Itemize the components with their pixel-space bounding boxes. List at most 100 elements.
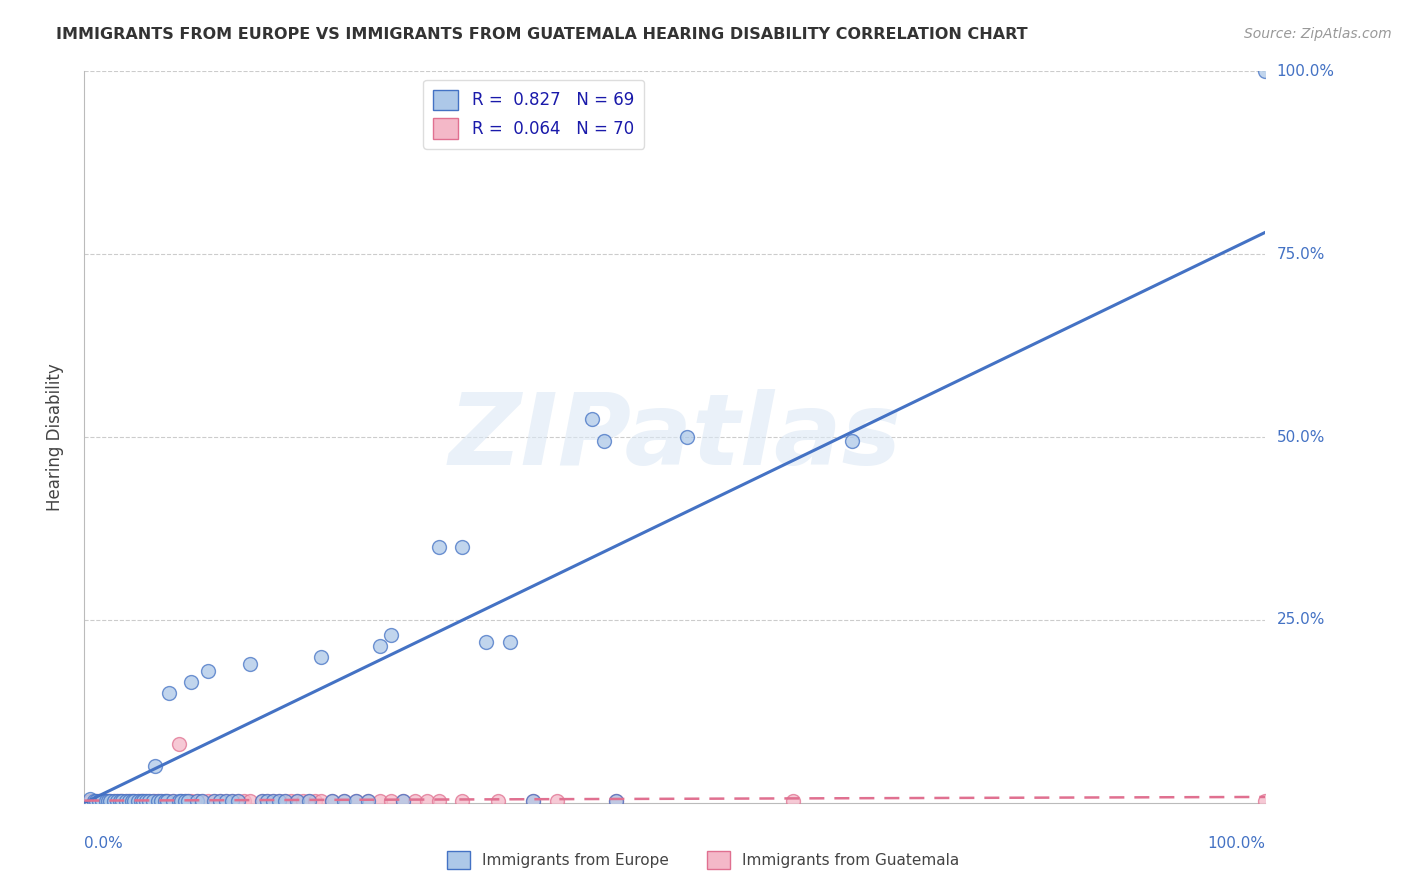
Point bbox=[380, 794, 402, 808]
Y-axis label: Hearing Disability: Hearing Disability bbox=[45, 363, 63, 511]
Point bbox=[98, 794, 121, 808]
Point bbox=[135, 794, 157, 808]
Point bbox=[675, 430, 697, 444]
Point bbox=[451, 540, 474, 554]
Point bbox=[486, 794, 509, 808]
Point bbox=[262, 794, 284, 808]
Text: ZIPatlas: ZIPatlas bbox=[449, 389, 901, 485]
Point bbox=[256, 794, 278, 808]
Point bbox=[209, 794, 232, 808]
Text: 75.0%: 75.0% bbox=[1277, 247, 1324, 261]
Point bbox=[186, 794, 208, 808]
Point bbox=[143, 794, 166, 808]
Point bbox=[357, 794, 380, 808]
Point bbox=[170, 794, 193, 808]
Point bbox=[142, 794, 165, 808]
Point bbox=[333, 794, 356, 808]
Text: IMMIGRANTS FROM EUROPE VS IMMIGRANTS FROM GUATEMALA HEARING DISABILITY CORRELATI: IMMIGRANTS FROM EUROPE VS IMMIGRANTS FRO… bbox=[56, 27, 1028, 42]
Point bbox=[142, 794, 165, 808]
Point bbox=[180, 675, 202, 690]
Point bbox=[197, 794, 219, 808]
Point bbox=[103, 794, 125, 808]
Point bbox=[250, 794, 273, 808]
Point bbox=[138, 794, 160, 808]
Point bbox=[79, 794, 101, 808]
Point bbox=[215, 794, 238, 808]
Point bbox=[150, 794, 173, 808]
Point bbox=[232, 794, 254, 808]
Legend: R =  0.827   N = 69, R =  0.064   N = 70: R = 0.827 N = 69, R = 0.064 N = 70 bbox=[423, 79, 644, 149]
Point bbox=[226, 794, 249, 808]
Point bbox=[87, 794, 110, 808]
Point bbox=[191, 794, 214, 808]
Point bbox=[135, 794, 157, 808]
Point bbox=[304, 794, 326, 808]
Text: 50.0%: 50.0% bbox=[1277, 430, 1324, 444]
Point bbox=[605, 794, 627, 808]
Point bbox=[298, 794, 321, 808]
Point bbox=[291, 794, 314, 808]
Point bbox=[215, 794, 238, 808]
Point bbox=[118, 794, 141, 808]
Point bbox=[91, 794, 114, 808]
Point bbox=[191, 794, 214, 808]
Point bbox=[321, 794, 343, 808]
Point bbox=[143, 759, 166, 773]
Point bbox=[404, 794, 426, 808]
Point bbox=[186, 794, 208, 808]
Point bbox=[392, 794, 415, 808]
Point bbox=[87, 794, 110, 808]
Point bbox=[202, 794, 225, 808]
Point bbox=[841, 434, 863, 448]
Point bbox=[177, 794, 200, 808]
Point bbox=[91, 794, 114, 808]
Point bbox=[239, 657, 262, 671]
Point bbox=[180, 794, 202, 808]
Point bbox=[269, 794, 291, 808]
Point bbox=[111, 794, 134, 808]
Point bbox=[782, 794, 804, 808]
Point bbox=[167, 794, 190, 808]
Text: 25.0%: 25.0% bbox=[1277, 613, 1324, 627]
Point bbox=[546, 794, 568, 808]
Point bbox=[197, 664, 219, 678]
Point bbox=[98, 794, 121, 808]
Point bbox=[114, 794, 136, 808]
Point bbox=[167, 737, 190, 751]
Point bbox=[274, 794, 297, 808]
Point bbox=[593, 434, 616, 448]
Point bbox=[114, 794, 136, 808]
Point bbox=[1254, 64, 1277, 78]
Point bbox=[97, 794, 120, 808]
Point bbox=[84, 794, 107, 808]
Point bbox=[427, 540, 450, 554]
Point bbox=[344, 794, 367, 808]
Point bbox=[475, 635, 498, 649]
Point bbox=[108, 794, 131, 808]
Point bbox=[153, 794, 176, 808]
Point bbox=[153, 794, 176, 808]
Point bbox=[127, 794, 149, 808]
Point bbox=[209, 794, 232, 808]
Point bbox=[221, 794, 243, 808]
Point bbox=[146, 794, 169, 808]
Point bbox=[132, 794, 155, 808]
Point bbox=[122, 794, 145, 808]
Point bbox=[173, 794, 195, 808]
Point bbox=[309, 649, 332, 664]
Point bbox=[156, 794, 179, 808]
Point bbox=[344, 794, 367, 808]
Point bbox=[162, 794, 184, 808]
Point bbox=[256, 794, 278, 808]
Point bbox=[380, 627, 402, 641]
Point bbox=[522, 794, 544, 808]
Point bbox=[451, 794, 474, 808]
Point bbox=[1254, 794, 1277, 808]
Point bbox=[173, 794, 195, 808]
Point bbox=[138, 794, 160, 808]
Point bbox=[202, 794, 225, 808]
Point bbox=[129, 794, 152, 808]
Point bbox=[111, 794, 134, 808]
Point bbox=[79, 792, 101, 806]
Point bbox=[321, 794, 343, 808]
